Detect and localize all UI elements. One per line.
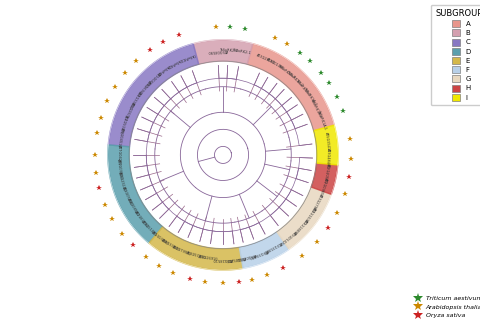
Polygon shape [313,125,338,165]
Text: TaSnRK2-2: TaSnRK2-2 [219,48,238,53]
Text: AT3G27880: AT3G27880 [310,192,323,212]
Text: AT4G16360: AT4G16360 [301,205,316,224]
Text: AT4G33950: AT4G33950 [127,90,142,109]
Text: AT3G50370: AT3G50370 [118,114,128,135]
Text: AT1G18890: AT1G18890 [291,217,308,235]
Text: AT2G28510: AT2G28510 [213,257,233,261]
Text: OsSnRK2: OsSnRK2 [166,57,182,68]
Text: AT3G45240: AT3G45240 [225,256,246,262]
Text: OsSnRK3: OsSnRK3 [155,63,171,76]
Text: AT3G57300: AT3G57300 [186,251,206,260]
Legend: Triticum aestivum, Arabidopsis thaliana, Oryza sativa: Triticum aestivum, Arabidopsis thaliana,… [412,293,480,319]
Text: TaSnRK2-1: TaSnRK2-1 [231,48,251,56]
Text: AT1G03080: AT1G03080 [151,231,169,246]
Text: AT5G26751: AT5G26751 [122,100,134,121]
Text: AT1G69410: AT1G69410 [135,78,151,97]
Text: AT5G01020: AT5G01020 [278,229,297,245]
Text: OsSnRK1: OsSnRK1 [179,52,195,61]
Text: AT5G25110: AT5G25110 [118,172,127,192]
Text: TaSnRK1B-2: TaSnRK1B-2 [285,70,303,87]
Text: AT1G04380: AT1G04380 [143,70,161,87]
Text: AT2G40560: AT2G40560 [322,163,330,183]
Text: AT1G79970: AT1G79970 [172,245,192,257]
Text: AT4G08580: AT4G08580 [126,197,139,217]
Text: AT3G29160: AT3G29160 [255,54,276,65]
Text: AT3G48490: AT3G48490 [325,148,330,169]
Polygon shape [247,44,334,131]
Text: TaSnRK1A-1: TaSnRK1A-1 [316,109,327,130]
Text: AT5G04510: AT5G04510 [116,126,124,147]
Text: AT7G04280: AT7G04280 [117,145,120,165]
Polygon shape [108,44,199,147]
Text: AT3G01810: AT3G01810 [236,252,257,261]
Text: AT3G26910: AT3G26910 [198,255,219,262]
Text: AT4G33040: AT4G33040 [161,239,180,252]
Text: AT3G01090: AT3G01090 [265,57,285,71]
Polygon shape [311,163,338,194]
Text: AT3G51090: AT3G51090 [141,220,158,237]
Text: AT2G35980: AT2G35980 [262,241,282,254]
Text: AT5G35410: AT5G35410 [324,132,330,152]
Text: TaSnRK1B-1: TaSnRK1B-1 [295,78,312,97]
Text: AT3G05090: AT3G05090 [121,186,132,206]
Polygon shape [108,145,163,243]
Text: AT1G09650: AT1G09650 [317,177,327,197]
Text: AT1G62700: AT1G62700 [133,210,148,228]
Polygon shape [193,40,253,64]
Polygon shape [277,187,331,249]
Text: AT5G39440: AT5G39440 [249,248,269,258]
Polygon shape [149,227,243,270]
Text: AT1G09020: AT1G09020 [116,159,123,180]
Text: TaSnRK1B-3: TaSnRK1B-3 [276,63,296,79]
Text: AT5G08590: AT5G08590 [207,48,228,53]
Text: TaSnRK1A-2: TaSnRK1A-2 [310,97,323,118]
Polygon shape [240,232,289,268]
Text: TaSnRK1A-3: TaSnRK1A-3 [302,87,317,106]
